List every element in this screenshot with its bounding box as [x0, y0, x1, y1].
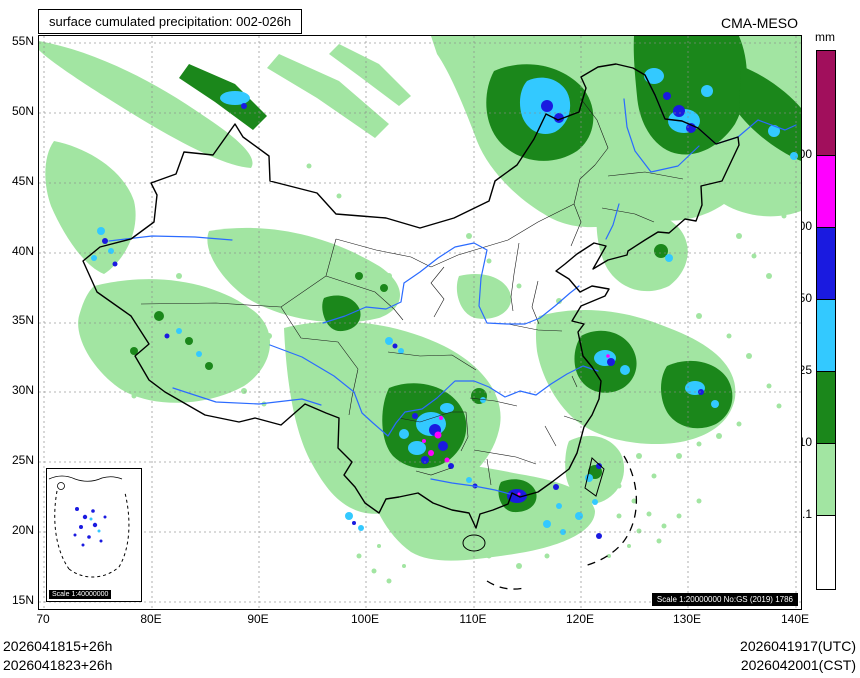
- inset-coastline: [48, 475, 123, 482]
- colorbar-segment: [817, 300, 835, 372]
- chart-title: surface cumulated precipitation: 002-026…: [49, 14, 292, 29]
- lat-axis-label: 40N: [11, 244, 34, 258]
- yarlung-river: [172, 387, 322, 406]
- graticule-grid: [39, 36, 801, 609]
- precip-magenta-layer: [422, 354, 610, 496]
- lon-axis-label: 130E: [672, 612, 702, 626]
- colorbar-segment: [817, 51, 835, 156]
- footer-init-times: 2026041815+26h 2026041823+26h: [3, 637, 112, 675]
- colorbar-segment: [817, 372, 835, 444]
- taiwan-island: [584, 457, 605, 497]
- lat-axis-label: 45N: [11, 174, 34, 188]
- lon-axis-label: 140E: [780, 612, 810, 626]
- colorbar: [816, 50, 836, 590]
- colorbar-segment: [817, 156, 835, 228]
- lat-axis-label: 35N: [11, 313, 34, 327]
- lat-axis-label: 55N: [11, 34, 34, 48]
- colorbar-segment: [817, 228, 835, 300]
- inset-precip-cyan-dots: [89, 517, 101, 533]
- inset-scale-label: Scale 1:40000000: [49, 590, 112, 599]
- lon-axis-label: 70: [36, 612, 50, 626]
- init-time-cst: 2026041823+26h: [3, 657, 113, 673]
- yellow-river: [322, 242, 580, 325]
- lon-axis-label: 110E: [459, 612, 487, 626]
- colorbar-segment: [817, 444, 835, 516]
- maritime-dashed-boundary: [486, 455, 638, 590]
- title-box: surface cumulated precipitation: 002-026…: [38, 9, 303, 34]
- hainan-island: [462, 534, 486, 552]
- map-canvas: [39, 36, 801, 609]
- footer-valid-times: 2026041917(UTC) 2026042001(CST): [740, 637, 856, 675]
- colorbar-segment: [817, 516, 835, 589]
- lon-axis-label: 90E: [247, 612, 269, 626]
- init-time-utc: 2026041815+26h: [3, 638, 113, 654]
- lat-axis-label: 20N: [11, 523, 34, 537]
- model-label: CMA-MESO: [721, 15, 798, 31]
- colorbar-unit-label: mm: [815, 30, 835, 44]
- songhua-river: [623, 98, 700, 173]
- map-scale-badge: Scale 1:20000000 No:GS (2019) 1786: [651, 593, 798, 606]
- inset-precip-dots: [73, 507, 107, 547]
- inset-hainan: [57, 482, 65, 490]
- yangtze-river: [269, 344, 599, 437]
- lat-axis-label: 15N: [11, 593, 34, 607]
- lon-axis-label: 120E: [565, 612, 595, 626]
- liao-river: [605, 203, 620, 240]
- south-china-sea-inset: Scale 1:40000000: [46, 468, 142, 602]
- valid-time-utc: 2026041917(UTC): [740, 638, 856, 654]
- map-plot-area: Scale 1:40000000 Scale 1:20000000 No:GS …: [38, 35, 802, 610]
- lon-axis-label: 100E: [350, 612, 380, 626]
- lat-axis-label: 25N: [11, 453, 34, 467]
- inset-canvas: [48, 475, 130, 578]
- province-borders: [140, 98, 684, 486]
- inset-dashed-boundary: [54, 490, 130, 578]
- lon-axis-label: 80E: [140, 612, 162, 626]
- lat-axis-label: 30N: [11, 383, 34, 397]
- lat-axis-label: 50N: [11, 104, 34, 118]
- china-national-boundary: [82, 63, 740, 529]
- pearl-river: [430, 478, 511, 495]
- valid-time-cst: 2026042001(CST): [740, 657, 856, 673]
